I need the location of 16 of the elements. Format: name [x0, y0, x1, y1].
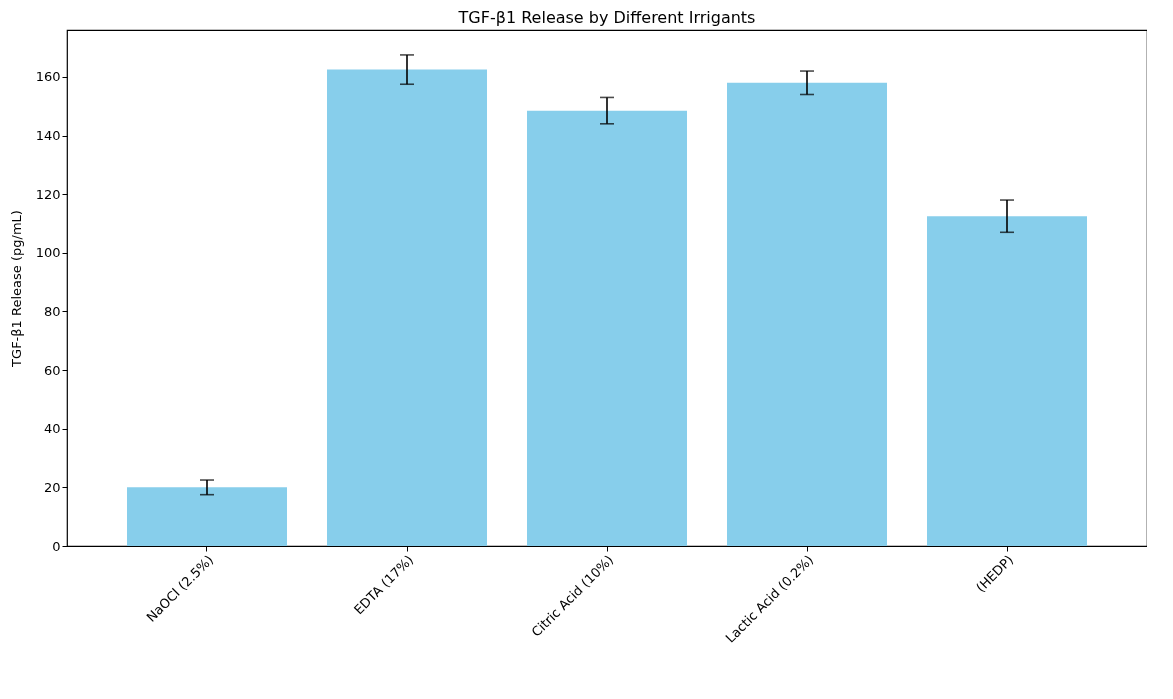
chart-title: TGF-β1 Release by Different Irrigants	[457, 8, 756, 27]
bar	[727, 82, 887, 546]
y-tick-label: 160	[35, 69, 61, 85]
y-tick-label: 20	[43, 479, 61, 495]
y-tick-label: 40	[43, 421, 61, 437]
y-tick-label: 0	[52, 538, 61, 554]
bar	[527, 110, 687, 546]
bar	[327, 69, 487, 546]
bar	[927, 216, 1087, 546]
bar	[127, 487, 287, 546]
y-tick-label: 60	[43, 362, 61, 378]
y-tick-label: 100	[35, 245, 61, 261]
y-axis-title: TGF-β1 Release (pg/mL)	[8, 210, 24, 368]
y-tick-label: 120	[35, 186, 61, 202]
y-tick-label: 80	[43, 303, 61, 319]
y-tick-label: 140	[35, 128, 61, 144]
